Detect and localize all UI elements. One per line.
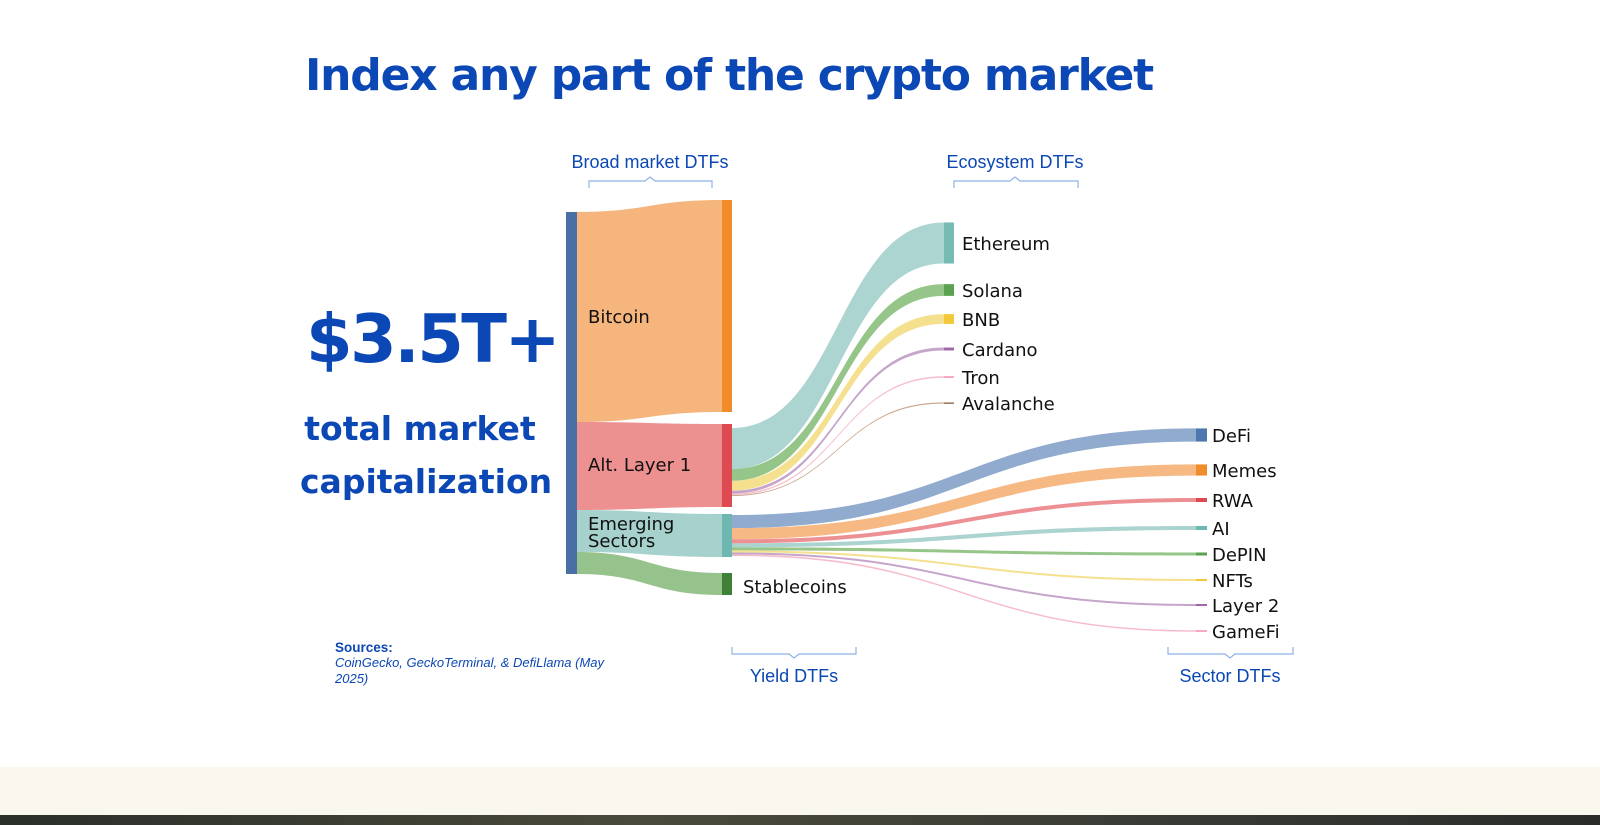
node-bar-ethereum <box>944 222 954 264</box>
flow-sector-layer-2 <box>732 552 1196 607</box>
flow-sector-depin <box>732 547 1196 556</box>
page-title: Index any part of the crypto market <box>305 50 1154 101</box>
flow-total-to-bitcoin <box>576 200 722 422</box>
node-label-defi: DeFi <box>1212 426 1251 447</box>
bracket-broad <box>588 176 713 188</box>
flow-total-to-stablecoins <box>576 552 722 595</box>
flow-ecosystem-bnb <box>732 314 944 491</box>
flow-ecosystem-solana <box>732 284 944 481</box>
node-label-bitcoin: Bitcoin <box>588 307 650 328</box>
node-label-stablecoins: Stablecoins <box>743 577 847 598</box>
sources-text: CoinGecko, GeckoTerminal, & DefiLlama (M… <box>335 655 605 686</box>
node-bar-rwa <box>1196 497 1207 503</box>
node-label-layer-2: Layer 2 <box>1212 596 1279 617</box>
group-label-yield: Yield DTFs <box>750 666 838 686</box>
node-bar-cardano <box>944 347 954 351</box>
node-bar-ai <box>1196 525 1207 531</box>
flow-ecosystem-tron <box>732 376 944 496</box>
os-taskbar <box>0 815 1600 825</box>
node-bar-defi <box>1196 428 1207 442</box>
emerging-sectors-line-2: Sectors <box>588 531 655 552</box>
node-label-solana: Solana <box>962 281 1023 302</box>
bracket-ecosystem <box>953 176 1079 188</box>
node-label-ethereum: Ethereum <box>962 234 1050 255</box>
emerging-sectors-line-1: Emerging <box>588 514 674 535</box>
group-label-broad: Broad market DTFs <box>571 152 728 172</box>
node-label-tron: Tron <box>961 368 1000 389</box>
market-cap-label: total market capitalization <box>300 409 553 501</box>
node-bar-emerging-sectors <box>722 514 732 557</box>
flow-sector-gamefi <box>732 554 1196 632</box>
node-bar-layer-2 <box>1196 603 1207 607</box>
node-bar-bnb <box>944 314 954 324</box>
node-label-memes: Memes <box>1212 461 1277 482</box>
flow-sector-nfts <box>732 550 1196 582</box>
bracket-sector <box>1167 647 1294 659</box>
node-bar-depin <box>1196 552 1207 556</box>
market-cap-value: $3.5T+ <box>306 300 561 378</box>
flow-sector-defi <box>732 428 1196 529</box>
node-bar-tron <box>944 376 954 378</box>
node-bar-alt-layer-1 <box>722 424 732 507</box>
flow-ecosystem-ethereum <box>732 222 944 470</box>
flow-sector-ai <box>732 525 1196 548</box>
flow-sector-memes <box>732 464 1196 540</box>
bracket-yield <box>731 647 857 659</box>
group-brackets <box>588 176 1294 659</box>
sources-note: Sources: CoinGecko, GeckoTerminal, & Def… <box>335 640 635 687</box>
group-label-ecosystem: Ecosystem DTFs <box>946 152 1083 172</box>
node-bar-total-market <box>566 212 577 574</box>
node-label-cardano: Cardano <box>962 340 1038 361</box>
flow-ecosystem-cardano <box>732 347 944 494</box>
flow-total-to-alt-layer-1 <box>576 422 722 510</box>
ecosystem-labels: Ethereum Solana BNB Cardano Tron Avalanche <box>961 234 1055 415</box>
node-label-emerging-sectors: Emerging Sectors <box>588 514 680 552</box>
node-label-nfts: NFTs <box>1212 571 1253 592</box>
node-bar-gamefi <box>1196 630 1207 632</box>
node-label-bnb: BNB <box>962 310 1000 331</box>
sankey-flows <box>576 200 1196 632</box>
flow-ecosystem-avalanche <box>732 402 944 496</box>
node-label-ai: AI <box>1212 519 1230 540</box>
node-label-gamefi: GameFi <box>1212 622 1280 643</box>
node-bar-avalanche <box>944 402 954 404</box>
flow-total-to-emerging-sectors <box>576 510 722 557</box>
group-label-sector: Sector DTFs <box>1179 666 1280 686</box>
node-label-depin: DePIN <box>1212 545 1267 566</box>
page-footer-bar <box>0 767 1600 815</box>
node-bar-stablecoins <box>722 573 732 595</box>
node-bar-bitcoin <box>722 200 732 412</box>
node-bar-memes <box>1196 464 1207 476</box>
flow-sector-rwa <box>732 497 1196 544</box>
node-bar-nfts <box>1196 578 1207 582</box>
sources-heading: Sources: <box>335 640 393 655</box>
node-label-avalanche: Avalanche <box>962 394 1055 415</box>
node-label-rwa: RWA <box>1212 491 1254 512</box>
sankey-nodes <box>566 200 1207 632</box>
node-bar-solana <box>944 284 954 296</box>
node-label-alt-layer-1: Alt. Layer 1 <box>588 455 691 476</box>
sector-labels: DeFi Memes RWA AI DePIN NFTs Layer 2 GameFi <box>1212 426 1280 643</box>
